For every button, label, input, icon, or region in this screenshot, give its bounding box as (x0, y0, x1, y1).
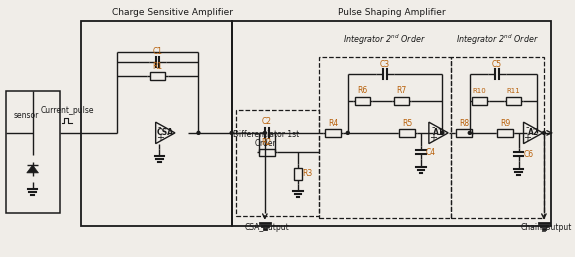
Bar (294, 168, 302, 180)
Text: A1: A1 (433, 128, 444, 137)
Text: +: + (156, 133, 163, 143)
Circle shape (346, 131, 349, 134)
Text: R4: R4 (328, 119, 338, 128)
Bar (259, 149, 275, 156)
Circle shape (468, 131, 471, 134)
Text: R3: R3 (302, 169, 313, 178)
Text: CSA: CSA (157, 128, 174, 137)
Text: Current_pulse: Current_pulse (41, 106, 94, 115)
Text: Pulse Shaping Amplifier: Pulse Shaping Amplifier (338, 8, 446, 17)
Text: C2: C2 (262, 117, 272, 126)
Bar (6, 91, 60, 213)
Bar (232, 21, 551, 226)
Text: -: - (431, 123, 435, 133)
Text: +: + (523, 133, 531, 143)
Text: R6: R6 (357, 86, 367, 95)
Text: R8: R8 (459, 119, 469, 128)
Text: Integrator 2$^{nd}$ Order: Integrator 2$^{nd}$ Order (343, 33, 426, 47)
Bar (497, 129, 513, 137)
Text: R2: R2 (262, 138, 272, 147)
Text: Differentiator 1st: Differentiator 1st (233, 130, 299, 139)
Circle shape (441, 131, 444, 134)
Bar (150, 72, 166, 80)
Text: R11: R11 (507, 88, 520, 94)
Circle shape (263, 131, 266, 134)
Text: C6: C6 (523, 150, 534, 159)
Circle shape (536, 131, 539, 134)
Circle shape (197, 131, 200, 134)
Text: +: + (429, 133, 437, 143)
Bar (400, 129, 415, 137)
Polygon shape (27, 165, 39, 173)
Text: -: - (158, 123, 162, 133)
Polygon shape (523, 122, 543, 144)
Text: A2: A2 (528, 128, 539, 137)
Bar (355, 97, 370, 105)
Text: sensor: sensor (13, 111, 39, 120)
Bar (325, 129, 341, 137)
Text: R10: R10 (473, 88, 486, 94)
Text: R5: R5 (402, 119, 412, 128)
Bar (394, 97, 409, 105)
Bar (451, 57, 544, 218)
Bar (82, 21, 232, 226)
Bar (320, 57, 451, 218)
Bar (236, 111, 320, 216)
Text: R9: R9 (500, 119, 510, 128)
Circle shape (230, 131, 233, 134)
Text: C1: C1 (152, 47, 163, 56)
Text: CSA_output: CSA_output (244, 223, 289, 232)
Text: R1: R1 (152, 62, 163, 71)
Bar (506, 97, 522, 105)
Bar (472, 97, 488, 105)
Text: R7: R7 (396, 86, 407, 95)
Polygon shape (156, 122, 175, 144)
Polygon shape (429, 122, 448, 144)
Bar (456, 129, 472, 137)
Circle shape (542, 131, 545, 134)
Text: Order: Order (255, 139, 277, 148)
Text: C5: C5 (492, 60, 502, 69)
Text: C4: C4 (426, 148, 436, 157)
Text: C3: C3 (380, 60, 390, 69)
Text: -: - (526, 123, 529, 133)
Text: Charge Sensitive Amplifier: Charge Sensitive Amplifier (112, 8, 233, 17)
Text: Chain_output: Chain_output (520, 223, 572, 232)
Text: Integrator 2$^{nd}$ Order: Integrator 2$^{nd}$ Order (455, 33, 539, 47)
